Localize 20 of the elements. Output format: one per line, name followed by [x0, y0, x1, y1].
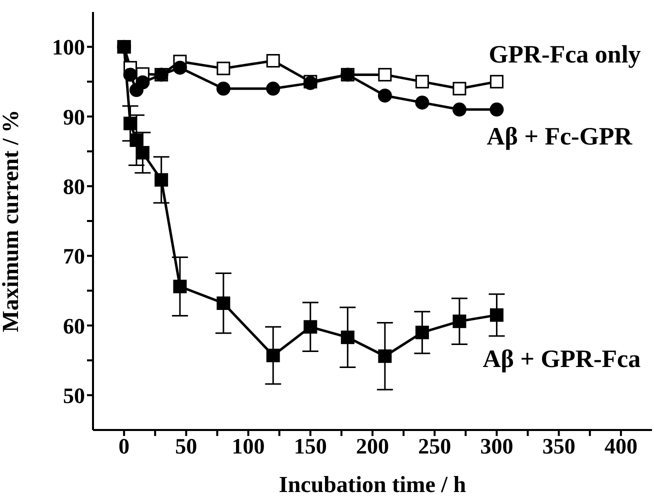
series-label: Aβ + Fc-GPR	[486, 124, 634, 151]
y-tick-label: 100	[52, 34, 85, 60]
series-label: GPR-Fca only	[488, 42, 642, 69]
x-tick-label: 300	[480, 434, 514, 459]
series-label: Aβ + GPR-Fca	[482, 346, 642, 374]
y-tick-label: 60	[63, 313, 85, 338]
x-tick-label: 0	[118, 434, 130, 459]
x-tick-label: 50	[175, 434, 198, 459]
y-axis-title: Maximum current / %	[0, 110, 24, 332]
y-tick-label: 50	[63, 382, 85, 408]
y-tick-label: 90	[63, 104, 85, 130]
x-tick-label: 350	[542, 434, 576, 459]
y-tick-label: 80	[63, 174, 85, 199]
x-tick-label: 150	[294, 434, 327, 459]
y-tick-label: 70	[63, 244, 85, 269]
x-tick-label: 400	[604, 434, 638, 459]
x-axis-title: Incubation time / h	[278, 472, 466, 496]
x-tick-label: 100	[232, 434, 265, 459]
x-tick-label: 200	[356, 434, 389, 459]
x-tick-label: 250	[418, 434, 452, 459]
